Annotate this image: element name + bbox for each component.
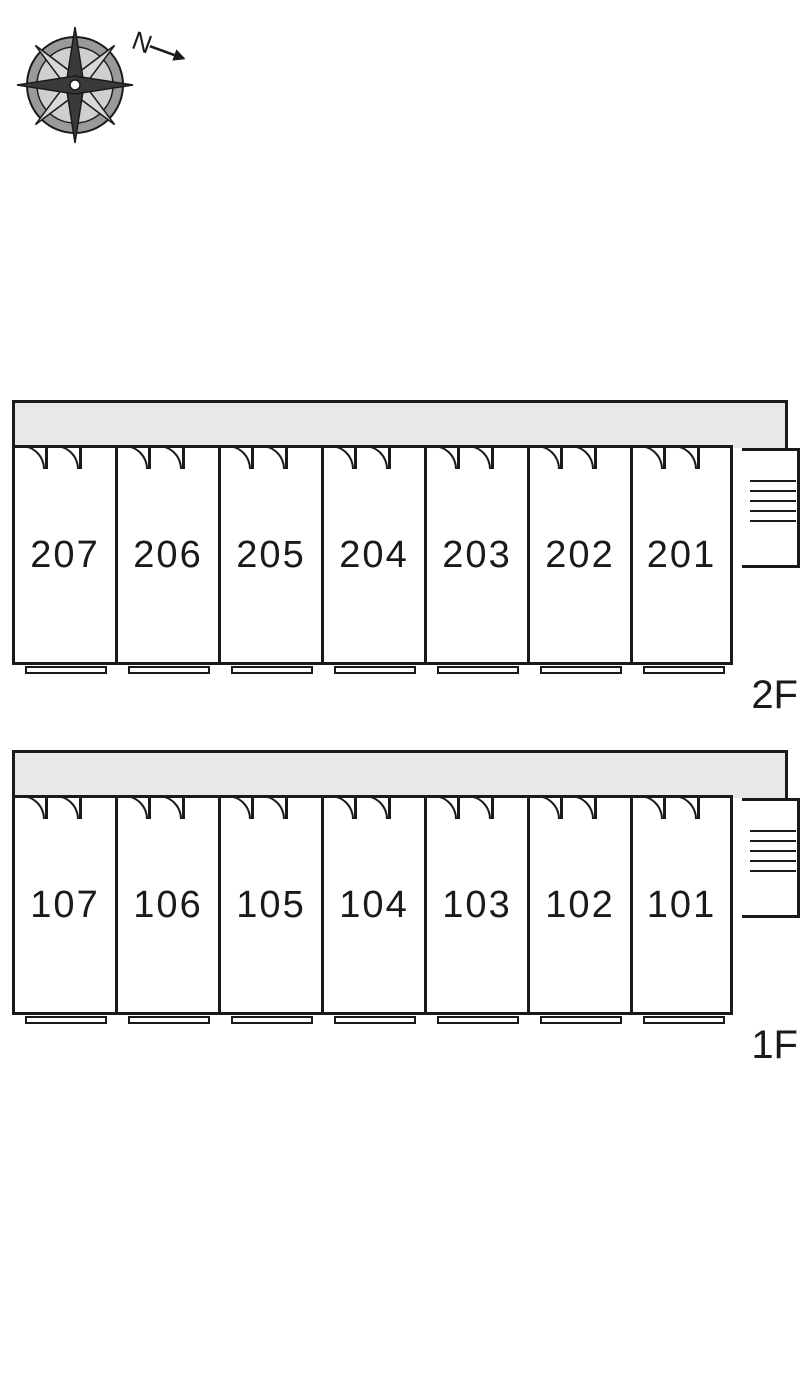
unit-label: 203 [442, 534, 511, 577]
north-label: N [128, 25, 156, 60]
compass-rose [17, 27, 133, 143]
door-icon [536, 445, 626, 471]
unit-label: 204 [339, 534, 408, 577]
unit-106: 106 [115, 795, 218, 1015]
unit-105: 105 [218, 795, 321, 1015]
unit-label: 107 [30, 884, 99, 927]
unit-label: 206 [133, 534, 202, 577]
window-icon [643, 1016, 725, 1024]
door-icon [639, 445, 729, 471]
unit-label: 205 [236, 534, 305, 577]
door-icon [21, 445, 111, 471]
door-icon [124, 445, 214, 471]
unit-204: 204 [321, 445, 424, 665]
unit-202: 202 [527, 445, 630, 665]
unit-205: 205 [218, 445, 321, 665]
stair-steps-icon [750, 472, 796, 522]
window-icon [25, 1016, 107, 1024]
unit-label: 106 [133, 884, 202, 927]
units-row-2f: 207 206 205 [12, 445, 733, 665]
window-icon [128, 1016, 210, 1024]
floor-label-1f: 1F [751, 1023, 798, 1068]
door-icon [536, 795, 626, 821]
building-plan: 207 206 205 [0, 400, 800, 1100]
unit-107: 107 [12, 795, 115, 1015]
window-icon [334, 1016, 416, 1024]
floor-2f: 207 206 205 [0, 400, 800, 710]
unit-207: 207 [12, 445, 115, 665]
unit-102: 102 [527, 795, 630, 1015]
unit-101: 101 [630, 795, 733, 1015]
door-icon [330, 445, 420, 471]
window-icon [643, 666, 725, 674]
door-icon [330, 795, 420, 821]
door-icon [639, 795, 729, 821]
north-arrow: N [128, 25, 185, 72]
unit-label: 202 [545, 534, 614, 577]
units-row-1f: 107 106 105 [12, 795, 733, 1015]
door-icon [227, 795, 317, 821]
window-icon [540, 1016, 622, 1024]
unit-201: 201 [630, 445, 733, 665]
unit-label: 201 [647, 534, 716, 577]
corridor-1f [12, 750, 788, 798]
floor-label-2f: 2F [751, 673, 798, 718]
unit-206: 206 [115, 445, 218, 665]
window-icon [437, 1016, 519, 1024]
unit-203: 203 [424, 445, 527, 665]
door-icon [21, 795, 111, 821]
unit-label: 101 [647, 884, 716, 927]
unit-label: 105 [236, 884, 305, 927]
unit-label: 103 [442, 884, 511, 927]
unit-103: 103 [424, 795, 527, 1015]
window-icon [25, 666, 107, 674]
window-icon [437, 666, 519, 674]
compass: N [15, 10, 185, 155]
door-icon [124, 795, 214, 821]
window-icon [540, 666, 622, 674]
unit-label: 207 [30, 534, 99, 577]
door-icon [433, 445, 523, 471]
unit-104: 104 [321, 795, 424, 1015]
window-icon [231, 666, 313, 674]
stair-steps-icon [750, 822, 796, 872]
unit-label: 102 [545, 884, 614, 927]
corridor-2f [12, 400, 788, 448]
floor-1f: 107 106 105 [0, 750, 800, 1060]
unit-label: 104 [339, 884, 408, 927]
window-icon [231, 1016, 313, 1024]
door-icon [227, 445, 317, 471]
door-icon [433, 795, 523, 821]
window-icon [128, 666, 210, 674]
window-icon [334, 666, 416, 674]
